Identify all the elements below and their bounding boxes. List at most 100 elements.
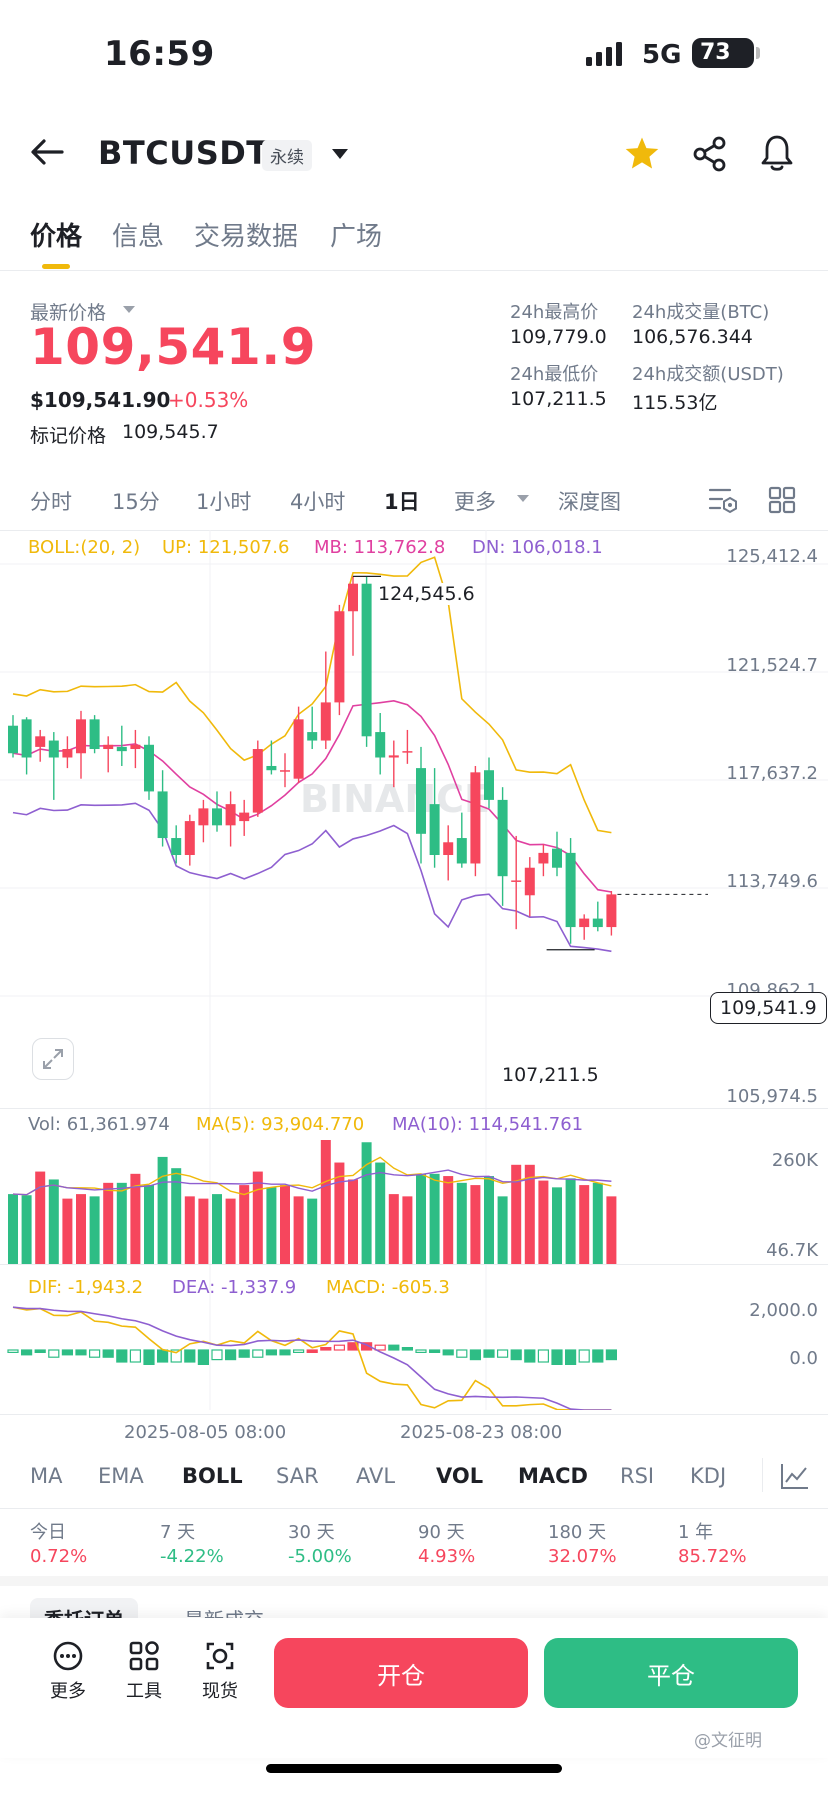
perf-label: 1 年: [678, 1522, 714, 1543]
section-gap: [0, 1576, 828, 1586]
divider: [0, 1414, 828, 1415]
battery-cap: [756, 47, 760, 59]
tab-info[interactable]: 信息: [112, 222, 165, 252]
axis-label: 2,000.0: [749, 1300, 818, 1321]
volume-bar: [484, 1176, 494, 1264]
volume-bar: [606, 1196, 617, 1264]
fullscreen-button[interactable]: [32, 1038, 74, 1080]
indicator-ema[interactable]: EMA: [98, 1464, 144, 1488]
candle-body: [198, 808, 209, 826]
perf-value: 32.07%: [548, 1546, 617, 1567]
tab-trading-data[interactable]: 交易数据: [194, 222, 299, 252]
status-time: 16:59: [104, 34, 215, 74]
axis-label: 46.7K: [766, 1240, 818, 1261]
axis-label: 117,637.2: [726, 763, 818, 784]
macd-histogram-bar: [102, 1349, 114, 1358]
macd-histogram-bar: [225, 1349, 237, 1361]
low-annotation: 107,211.5: [502, 1064, 599, 1086]
macd-histogram-bar: [578, 1349, 590, 1363]
indicator-vol[interactable]: VOL: [436, 1464, 484, 1488]
indicator-rsi[interactable]: RSI: [620, 1464, 655, 1488]
boll-up: UP: 121,507.6: [162, 537, 290, 558]
candle-body: [266, 765, 277, 771]
low-label: 24h最低价: [510, 364, 599, 385]
tools-button[interactable]: 工具: [114, 1640, 174, 1703]
star-icon[interactable]: [624, 136, 660, 170]
candle-body: [361, 583, 372, 737]
vol-ma10: MA(10): 114,541.761: [392, 1114, 584, 1135]
macd-histogram-bar: [34, 1349, 46, 1354]
price-chart[interactable]: BINANCE: [0, 530, 828, 1410]
macd-histogram-bar: [592, 1349, 604, 1363]
macd-histogram-bar: [279, 1349, 291, 1356]
indicator-ma[interactable]: MA: [30, 1464, 63, 1488]
symbol-title[interactable]: BTCUSDT: [98, 134, 269, 172]
chart-type-icon[interactable]: [780, 1462, 810, 1490]
latest-price-label[interactable]: 最新价格: [30, 302, 107, 324]
candle-body: [171, 838, 182, 856]
user-watermark: @文征明: [694, 1731, 762, 1751]
candle-body: [429, 804, 440, 856]
tf-4h[interactable]: 4小时: [290, 490, 346, 514]
candle-body: [280, 770, 290, 772]
macd-histogram-bar: [197, 1349, 209, 1365]
candle-body: [388, 755, 399, 758]
macd-histogram-bar: [415, 1349, 427, 1354]
volume-bar: [348, 1179, 358, 1264]
volume-ma10-line: [12, 1169, 612, 1196]
tf-1d[interactable]: 1日: [384, 490, 420, 514]
home-indicator[interactable]: [266, 1764, 562, 1773]
volume-bar: [416, 1173, 426, 1264]
tf-time[interactable]: 分时: [30, 490, 72, 514]
indicator-kdj[interactable]: KDJ: [690, 1464, 727, 1488]
volume-bar: [579, 1185, 590, 1264]
candle-body: [375, 732, 386, 758]
caret-down-icon[interactable]: [516, 494, 530, 503]
caret-down-icon[interactable]: [122, 305, 136, 314]
price-change: +0.53%: [168, 388, 249, 412]
macd-histogram-bar: [442, 1349, 454, 1356]
indicator-sar[interactable]: SAR: [276, 1464, 319, 1488]
expand-icon: [43, 1049, 63, 1069]
candle-body: [184, 821, 195, 856]
layout-grid-icon[interactable]: [768, 486, 796, 514]
volume-usdt-value: 115.53亿: [632, 392, 718, 414]
candle-body: [252, 749, 263, 813]
chevron-down-icon[interactable]: [330, 148, 350, 160]
volume-bar: [48, 1179, 59, 1264]
boll-params: BOLL:(20, 2): [28, 537, 141, 558]
open-position-button[interactable]: 开仓: [274, 1638, 528, 1708]
volume-bar: [334, 1162, 345, 1264]
volume-bar: [239, 1185, 250, 1264]
tab-price[interactable]: 价格: [30, 222, 83, 252]
tf-more[interactable]: 更多: [454, 490, 496, 514]
tf-1h[interactable]: 1小时: [196, 490, 252, 514]
tf-depth[interactable]: 深度图: [558, 490, 621, 514]
candle-body: [511, 880, 522, 882]
bell-icon[interactable]: [760, 134, 794, 172]
volume-bar: [184, 1196, 195, 1264]
indicator-boll[interactable]: BOLL: [182, 1464, 243, 1488]
volume-bar: [402, 1196, 413, 1264]
high-annotation: 124,545.6: [378, 583, 475, 605]
indicator-settings-icon[interactable]: [708, 486, 738, 514]
candle-body: [606, 894, 617, 928]
more-button[interactable]: 更多: [38, 1640, 98, 1703]
macd-histogram-bar: [374, 1344, 386, 1351]
last-price: 109,541.9: [30, 318, 317, 376]
tf-15m[interactable]: 15分: [112, 490, 160, 514]
indicator-avl[interactable]: AVL: [356, 1464, 396, 1488]
axis-label: 260K: [771, 1150, 818, 1171]
indicator-macd[interactable]: MACD: [518, 1464, 588, 1488]
macd-histogram-bar: [497, 1349, 509, 1358]
boll-upper-line: [12, 556, 612, 834]
back-arrow-icon[interactable]: [30, 138, 64, 166]
signal-icon: [586, 42, 622, 66]
current-price-tag: 109,541.9: [710, 992, 827, 1024]
close-position-button[interactable]: 平仓: [544, 1638, 798, 1708]
candle-body: [484, 770, 494, 800]
spot-button[interactable]: 现货: [190, 1640, 250, 1703]
tab-square[interactable]: 广场: [330, 222, 383, 252]
share-icon[interactable]: [692, 136, 728, 172]
divider: [762, 1458, 763, 1492]
